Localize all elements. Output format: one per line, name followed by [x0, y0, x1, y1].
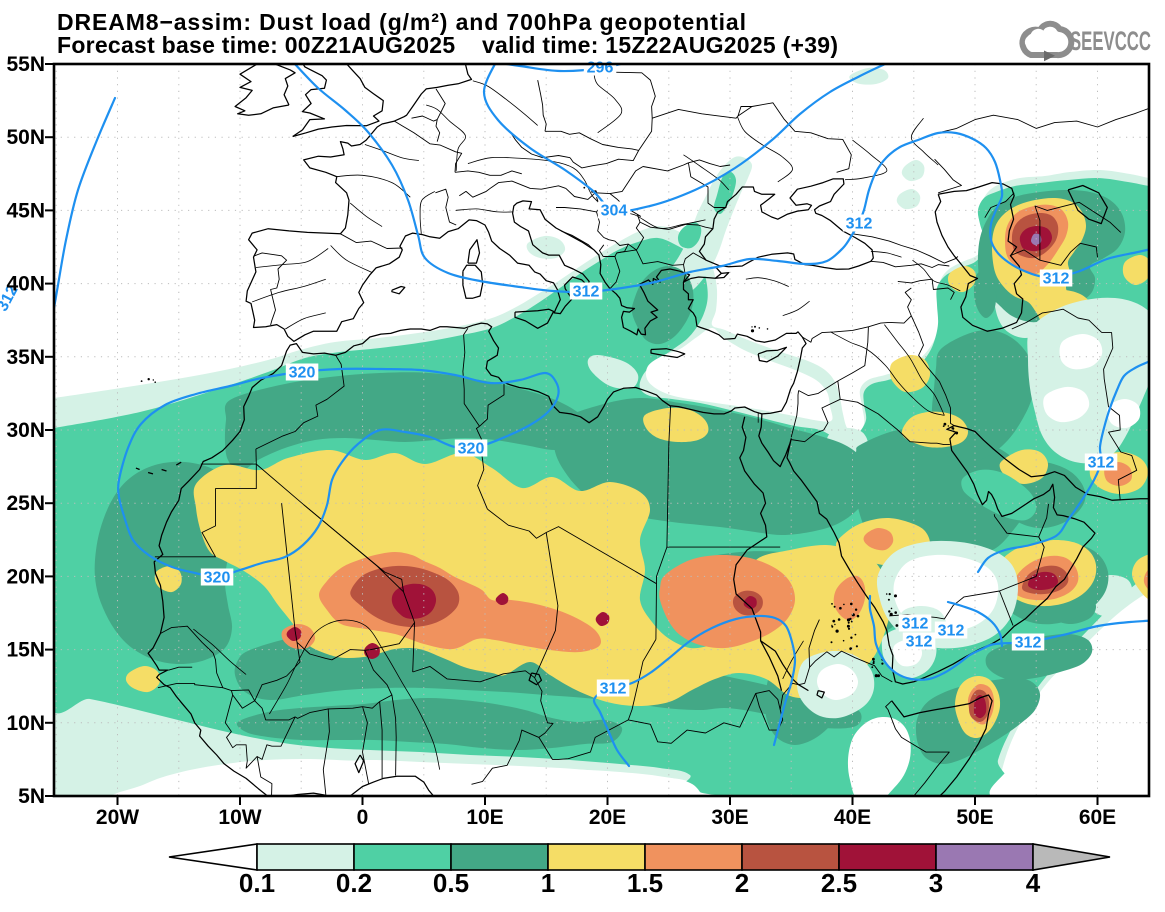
svg-text:0: 0 — [357, 806, 369, 829]
svg-text:Forecast base time: 00Z21AUG20: Forecast base time: 00Z21AUG2025 valid t… — [57, 32, 838, 58]
svg-text:312: 312 — [902, 616, 929, 633]
svg-text:10W: 10W — [218, 806, 261, 829]
svg-text:30E: 30E — [711, 806, 748, 829]
svg-text:30N: 30N — [6, 419, 45, 442]
svg-text:10E: 10E — [466, 806, 503, 829]
svg-text:320: 320 — [289, 365, 316, 382]
svg-text:20E: 20E — [589, 806, 626, 829]
svg-text:0.2: 0.2 — [336, 868, 372, 898]
svg-text:5N: 5N — [18, 785, 45, 808]
svg-text:40E: 40E — [834, 806, 871, 829]
svg-text:SEEVCCC: SEEVCCC — [1070, 26, 1151, 56]
svg-text:55N: 55N — [6, 53, 45, 76]
svg-text:312: 312 — [1043, 271, 1070, 288]
svg-text:20W: 20W — [96, 806, 139, 829]
svg-text:10N: 10N — [6, 712, 45, 735]
svg-text:20N: 20N — [6, 565, 45, 588]
svg-text:50E: 50E — [956, 806, 993, 829]
svg-text:312: 312 — [906, 634, 933, 651]
svg-text:320: 320 — [204, 570, 231, 587]
svg-text:50N: 50N — [6, 126, 45, 149]
svg-text:25N: 25N — [6, 492, 45, 515]
svg-text:3: 3 — [929, 868, 943, 898]
svg-text:304: 304 — [601, 203, 628, 220]
svg-text:40N: 40N — [6, 273, 45, 296]
svg-text:312: 312 — [938, 623, 965, 640]
svg-text:312: 312 — [1088, 455, 1115, 472]
svg-text:312: 312 — [846, 216, 873, 233]
svg-text:DREAM8−assim: Dust load (g/m²): DREAM8−assim: Dust load (g/m²) and 700hP… — [57, 9, 746, 35]
svg-text:0.1: 0.1 — [239, 868, 275, 898]
svg-text:312: 312 — [1015, 635, 1042, 652]
svg-text:1: 1 — [541, 868, 555, 898]
svg-text:60E: 60E — [1079, 806, 1116, 829]
svg-text:1.5: 1.5 — [627, 868, 663, 898]
svg-text:35N: 35N — [6, 346, 45, 369]
svg-text:2: 2 — [735, 868, 749, 898]
svg-text:15N: 15N — [6, 639, 45, 662]
svg-text:312: 312 — [573, 284, 600, 301]
svg-text:45N: 45N — [6, 199, 45, 222]
svg-text:320: 320 — [458, 441, 485, 458]
svg-text:4: 4 — [1026, 868, 1041, 898]
svg-text:296: 296 — [587, 60, 614, 77]
svg-text:2.5: 2.5 — [821, 868, 857, 898]
svg-text:312: 312 — [600, 681, 627, 698]
svg-text:0.5: 0.5 — [433, 868, 469, 898]
